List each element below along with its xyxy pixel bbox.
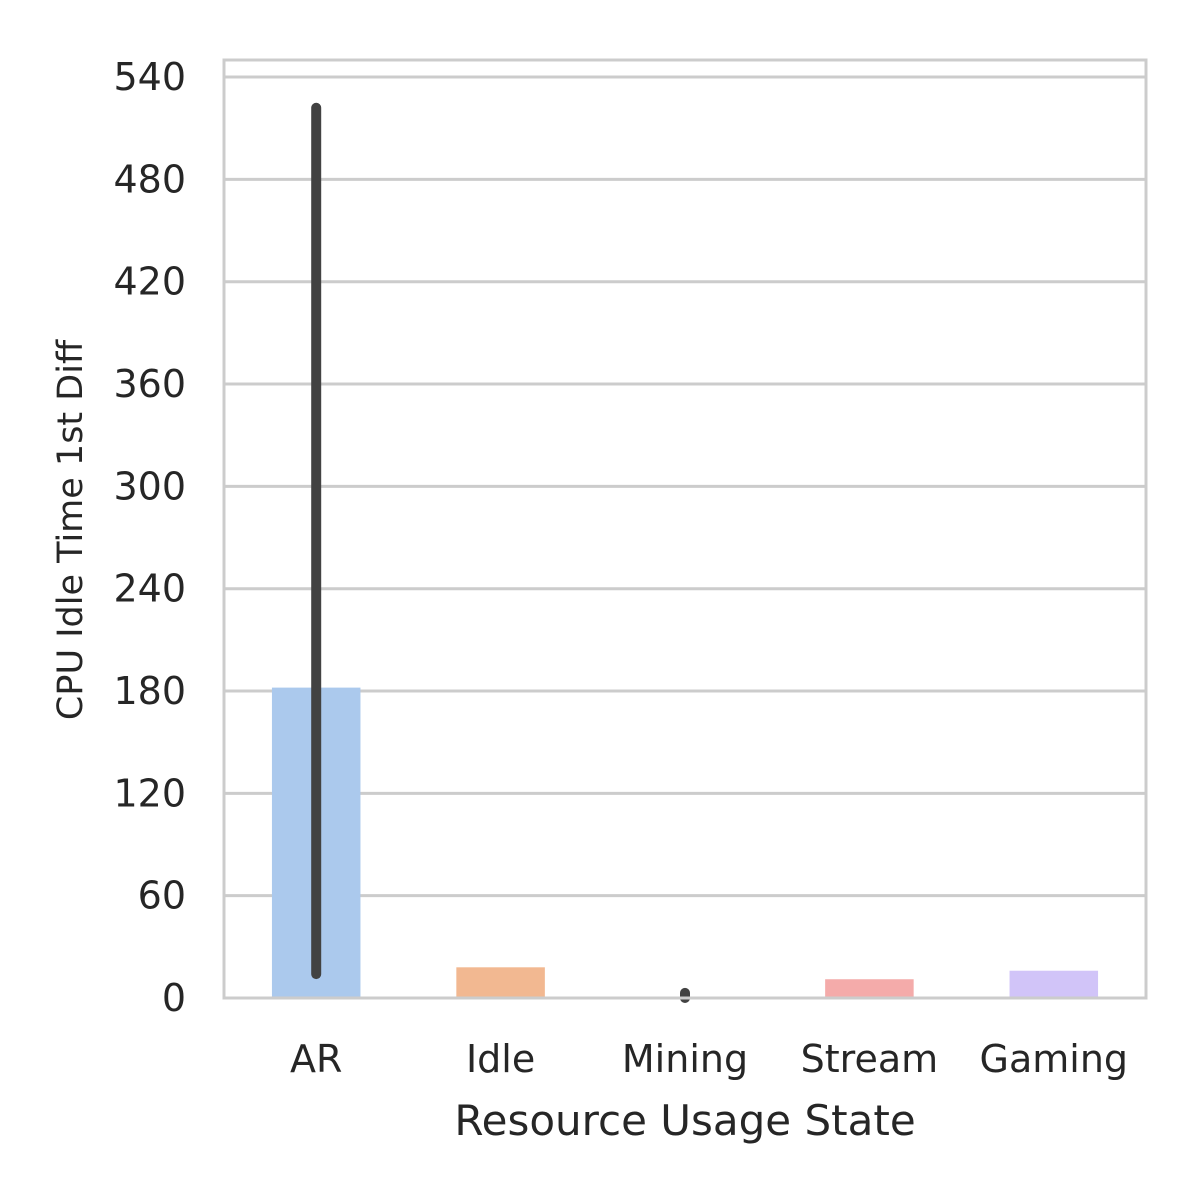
y-axis-title: CPU Idle Time 1st Diff <box>51 339 91 720</box>
x-tick-label: Gaming <box>980 1037 1129 1081</box>
y-tick-label: 0 <box>162 976 186 1020</box>
grid-lines <box>224 75 1146 1000</box>
y-tick-label: 420 <box>113 260 186 304</box>
y-tick-label: 180 <box>113 669 186 713</box>
bar-idle <box>456 967 545 998</box>
x-tick-labels: AR Idle Mining Stream Gaming <box>290 1037 1128 1081</box>
y-tick-labels: 0 60 120 180 240 300 360 420 480 540 <box>113 55 186 1020</box>
y-tick-label: 300 <box>113 464 186 508</box>
y-tick-label: 240 <box>113 567 186 611</box>
y-tick-label: 360 <box>113 362 186 406</box>
y-tick-label: 60 <box>138 874 186 918</box>
bar-stream <box>825 979 914 998</box>
y-tick-label: 120 <box>113 771 186 815</box>
x-tick-label: Stream <box>801 1037 939 1081</box>
x-axis-title: Resource Usage State <box>454 1096 915 1145</box>
bar-gaming <box>1009 970 1099 998</box>
x-tick-label: Idle <box>466 1037 535 1081</box>
x-tick-label: Mining <box>622 1037 748 1081</box>
y-tick-label: 540 <box>113 55 186 99</box>
y-tick-label: 480 <box>113 157 186 201</box>
plot-frame <box>222 58 1148 1000</box>
x-tick-label: AR <box>290 1037 342 1081</box>
